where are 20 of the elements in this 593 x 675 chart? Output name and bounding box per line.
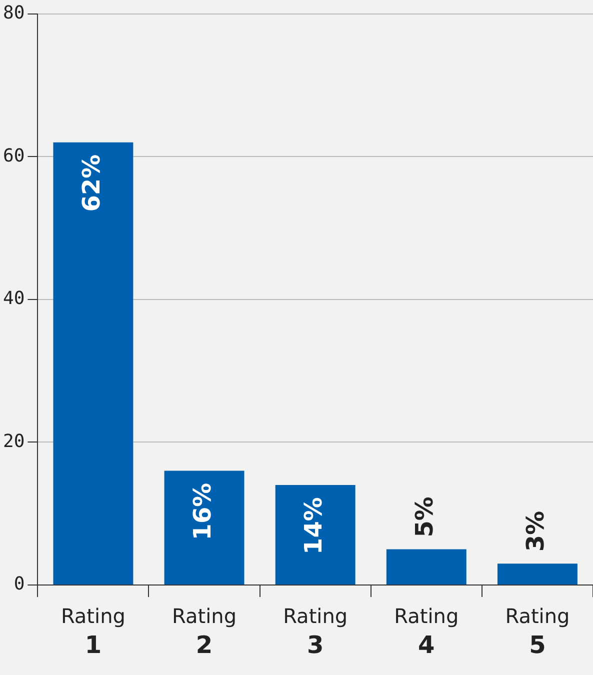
x-tick-label: Rating 4 — [394, 604, 459, 660]
bar — [53, 142, 134, 584]
bar — [497, 564, 578, 584]
data-label: 5% — [410, 496, 439, 538]
x-tick-label: Rating 5 — [505, 604, 570, 660]
data-label: 16% — [188, 482, 217, 540]
y-tick-label: 20 — [2, 430, 25, 452]
data-label: 3% — [522, 510, 550, 552]
x-tick-label: Rating 2 — [172, 604, 237, 660]
y-tick-label: 40 — [2, 288, 25, 310]
x-tick-label: Rating 1 — [60, 604, 126, 660]
y-tick-label: 60 — [2, 145, 25, 166]
bar — [164, 470, 244, 584]
y-tick-label: 80 — [2, 2, 25, 24]
bar — [386, 549, 466, 584]
x-tick-label: Rating 3 — [283, 604, 348, 660]
data-label: 62% — [77, 154, 106, 212]
data-label: 14% — [300, 497, 328, 554]
bar — [275, 485, 356, 584]
y-tick-label: 0 — [14, 574, 25, 595]
